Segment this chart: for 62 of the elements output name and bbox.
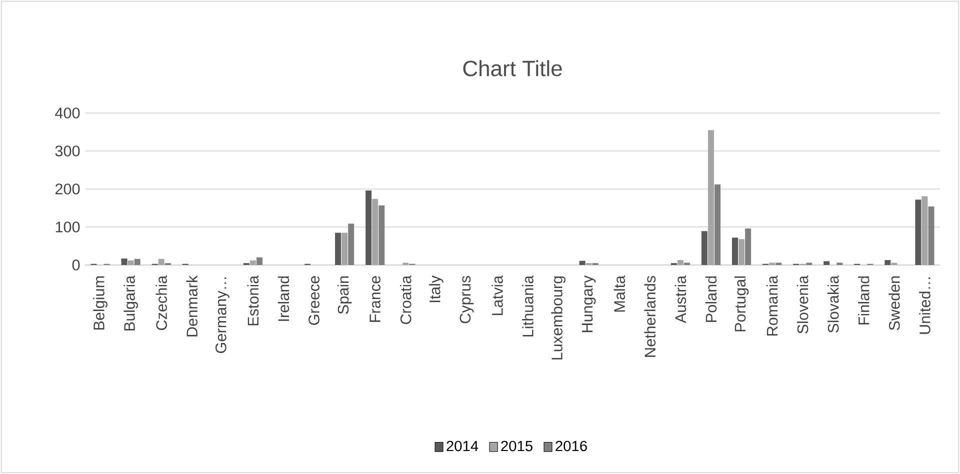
y-tick-label: 400: [55, 108, 80, 118]
bar: [378, 205, 385, 265]
x-tick-label: Bulgaria: [124, 275, 138, 330]
bar: [256, 257, 262, 265]
bar: [922, 196, 928, 265]
bar: [250, 260, 256, 265]
x-tick-label: Portugal: [734, 276, 749, 332]
bar: [579, 260, 586, 265]
x-tick-label: Italy: [429, 275, 444, 302]
x-tick-label: Greece: [308, 276, 320, 325]
bar: [121, 258, 128, 265]
legend-label: 2014: [446, 440, 478, 452]
bar: [158, 258, 164, 265]
x-tick-label: Hungary: [582, 275, 596, 332]
x-tick-label: Germany…: [215, 277, 230, 354]
bar: [342, 232, 348, 265]
x-tick-label: Austria: [674, 275, 686, 324]
x-tick-label: Denmark: [186, 275, 198, 336]
bar: [928, 206, 934, 265]
x-tick-label: Slovakia: [828, 275, 839, 333]
x-tick-label: Czechia: [156, 275, 167, 330]
bar: [884, 260, 891, 265]
bar: [128, 260, 134, 265]
chart-title: Chart Title: [463, 60, 562, 76]
x-tick-label: Netherlands: [644, 276, 656, 357]
x-tick-label: Luxembourg: [551, 276, 566, 360]
bar: [824, 261, 830, 265]
x-tick-label: Ireland: [278, 276, 290, 321]
bar: [708, 130, 714, 265]
bar: [714, 184, 721, 265]
x-tick-label: Sweden: [888, 276, 900, 330]
x-tick-label: Spain: [337, 276, 352, 314]
bar: [915, 200, 922, 265]
bar: [701, 231, 708, 265]
x-tick-label: Romania: [766, 275, 778, 336]
x-tick-label: Estonia: [247, 275, 259, 326]
x-tick-label: Cyprus: [460, 276, 474, 324]
y-tick-label: 200: [55, 184, 80, 194]
x-tick-label: Poland: [705, 276, 717, 322]
x-tick-label: Lithuania: [522, 275, 534, 336]
legend-label: 2016: [556, 440, 587, 452]
bar: [366, 190, 372, 265]
y-tick-label: 0: [72, 260, 80, 270]
y-tick-label: 100: [56, 222, 80, 232]
x-tick-label: Malta: [614, 275, 626, 312]
x-tick-label: Latvia: [492, 275, 503, 316]
bar: [745, 228, 752, 265]
bar: [738, 239, 745, 265]
bar: [732, 238, 738, 265]
bar: [372, 198, 378, 265]
x-tick-label: Slovenia: [796, 275, 808, 334]
bar: [348, 224, 354, 265]
x-tick-label: Belgium: [93, 276, 108, 330]
legend-label: 2015: [501, 440, 532, 452]
x-tick-label: Croatia: [400, 275, 412, 324]
bar: [677, 260, 684, 265]
y-tick-label: 300: [55, 146, 80, 156]
x-tick-label: France: [370, 276, 380, 322]
bar: [134, 258, 140, 265]
x-tick-label: United…: [919, 277, 930, 334]
x-tick-label: Finland: [858, 276, 870, 324]
bar: [335, 232, 342, 265]
